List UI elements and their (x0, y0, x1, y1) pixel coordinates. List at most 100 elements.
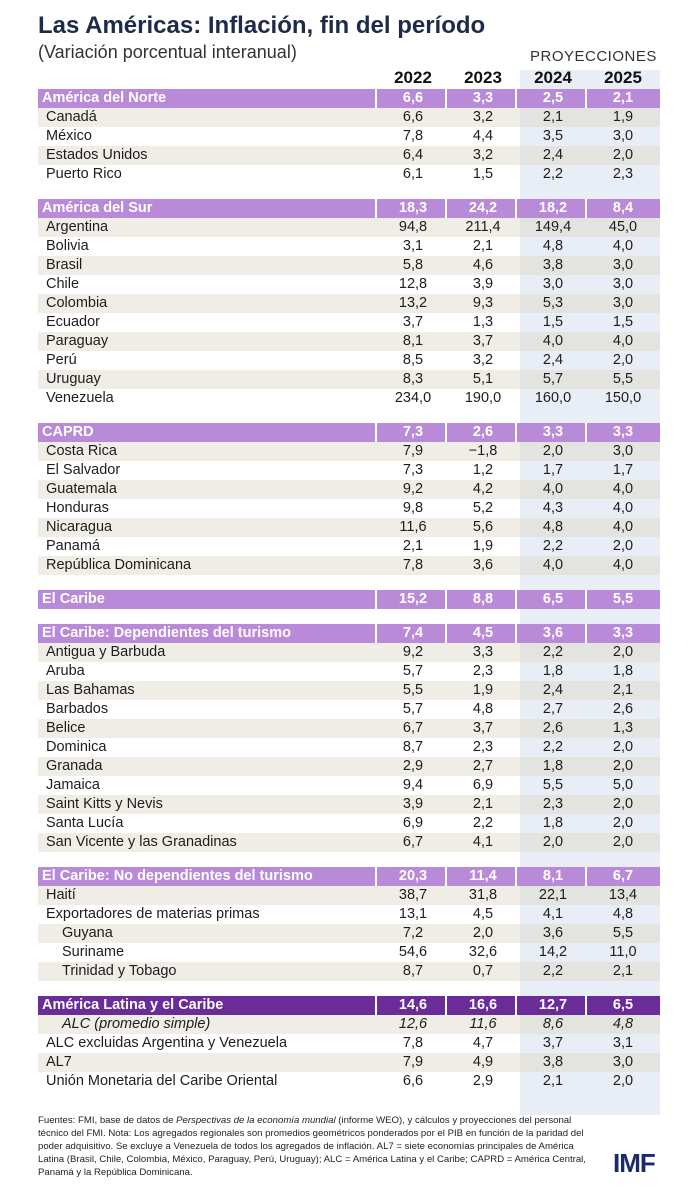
value-2024: 1,8 (542, 815, 564, 831)
value-2022: 9,8 (402, 500, 424, 516)
table-row: El Salvador 7,3 1,2 1,7 1,7 (38, 461, 660, 480)
value-2024: 2,4 (542, 352, 564, 368)
row-label: Unión Monetaria del Caribe Oriental (46, 1073, 278, 1089)
value-2024: 8,6 (542, 1016, 564, 1032)
row-label: Colombia (46, 295, 108, 311)
value-2023: 2,9 (472, 1073, 494, 1089)
row-label: Chile (46, 276, 80, 292)
value-2023: 3,9 (472, 276, 494, 292)
row-label: El Caribe: Dependientes del turismo (42, 625, 291, 641)
value-2024: 2,7 (542, 701, 564, 717)
row-label: Granada (46, 758, 103, 774)
column-divider (375, 624, 377, 643)
value-2025: 1,3 (612, 720, 634, 736)
value-2023: 3,3 (472, 644, 494, 660)
row-label: República Dominicana (46, 557, 192, 573)
value-2023: 24,2 (468, 200, 498, 216)
value-2023: 4,7 (472, 1035, 494, 1051)
row-label: Canadá (46, 109, 97, 125)
table-row: México 7,8 4,4 3,5 3,0 (38, 127, 660, 146)
value-2024: 3,8 (542, 1054, 564, 1070)
value-2024: 5,3 (542, 295, 564, 311)
value-2024: 149,4 (534, 219, 572, 235)
value-2025: 1,8 (612, 663, 634, 679)
value-2025: 4,8 (612, 906, 634, 922)
value-2022: 8,3 (402, 371, 424, 387)
value-2024: 160,0 (534, 390, 572, 406)
value-2023: 4,5 (472, 906, 494, 922)
table-row: Exportadores de materias primas 13,1 4,5 4,… (38, 905, 660, 924)
value-2023: 8,8 (472, 591, 494, 607)
value-2024: 3,6 (542, 925, 564, 941)
value-2022: 38,7 (398, 887, 428, 903)
value-2025: 2,1 (612, 963, 634, 979)
value-2023: 31,8 (468, 887, 498, 903)
row-label: Aruba (46, 663, 85, 679)
row-label: Bolivia (46, 238, 89, 254)
value-2022: 9,2 (402, 644, 424, 660)
value-2023: −1,8 (468, 443, 498, 459)
value-2023: 4,8 (472, 701, 494, 717)
value-2025: 8,4 (612, 200, 634, 216)
row-label: CAPRD (42, 424, 94, 440)
value-2024: 12,7 (538, 997, 568, 1013)
row-label: Barbados (46, 701, 109, 717)
table-row: Bolivia 3,1 2,1 4,8 4,0 (38, 237, 660, 256)
column-divider (515, 423, 517, 442)
value-2024: 2,0 (542, 443, 564, 459)
value-2025: 3,0 (612, 128, 634, 144)
value-2024: 2,2 (542, 739, 564, 755)
value-2023: 4,1 (472, 834, 494, 850)
value-2023: 1,2 (472, 462, 494, 478)
table-row: Uruguay 8,3 5,1 5,7 5,5 (38, 370, 660, 389)
table-row: Guyana 7,2 2,0 3,6 5,5 (38, 924, 660, 943)
value-2022: 7,3 (402, 424, 424, 440)
table-row: Santa Lucía 6,9 2,2 1,8 2,0 (38, 814, 660, 833)
footnote: Fuentes: FMI, base de datos de Perspecti… (38, 1114, 598, 1179)
page-title: Las Américas: Inflación, fin del período (38, 12, 486, 39)
value-2024: 4,0 (542, 481, 564, 497)
row-label: Belice (46, 720, 86, 736)
value-2025: 2,0 (612, 815, 634, 831)
value-2023: 11,4 (469, 868, 497, 884)
value-2022: 5,7 (402, 663, 424, 679)
value-2024: 4,0 (542, 557, 564, 573)
value-2022: 20,3 (398, 868, 428, 884)
value-2022: 7,8 (402, 128, 424, 144)
value-2022: 54,6 (398, 944, 428, 960)
value-2024: 6,5 (542, 591, 564, 607)
value-2022: 5,7 (402, 701, 424, 717)
table-row: Suriname 54,6 32,6 14,2 11,0 (38, 943, 660, 962)
value-2023: 2,0 (472, 925, 494, 941)
value-2022: 7,9 (402, 1054, 424, 1070)
value-2025: 3,0 (612, 276, 634, 292)
year-header-2025: 2025 (604, 68, 642, 87)
value-2025: 2,1 (612, 682, 634, 698)
value-2025: 5,5 (612, 371, 634, 387)
row-label: Ecuador (46, 314, 101, 330)
value-2025: 2,0 (612, 834, 634, 850)
row-label: San Vicente y las Granadinas (46, 834, 237, 850)
table-row: Barbados 5,7 4,8 2,7 2,6 (38, 700, 660, 719)
value-2023: 4,2 (472, 481, 494, 497)
value-2022: 2,1 (402, 538, 424, 554)
value-2023: 6,9 (472, 777, 494, 793)
table-row: Chile 12,8 3,9 3,0 3,0 (38, 275, 660, 294)
value-2025: 4,8 (612, 1016, 634, 1032)
table-row: Canadá 6,6 3,2 2,1 1,9 (38, 108, 660, 127)
row-label: ALC excluidas Argentina y Venezuela (46, 1035, 288, 1051)
value-2022: 3,9 (402, 796, 424, 812)
row-label: ALC (promedio simple) (62, 1016, 211, 1032)
value-2025: 6,5 (612, 997, 634, 1013)
value-2023: 2,1 (472, 238, 494, 254)
value-2023: 3,2 (472, 352, 494, 368)
table-row: San Vicente y las Granadinas 6,7 4,1 2,0 2,0 (38, 833, 660, 852)
group-row: El Caribe: No dependientes del turismo 20… (38, 867, 660, 886)
value-2022: 11,6 (399, 519, 427, 535)
value-2022: 6,6 (402, 90, 424, 106)
value-2024: 8,1 (542, 868, 564, 884)
value-2022: 7,2 (402, 925, 424, 941)
row-label: Puerto Rico (46, 166, 122, 182)
group-row: CAPRD 7,3 2,6 3,3 3,3 (38, 423, 660, 442)
value-2022: 5,8 (402, 257, 424, 273)
